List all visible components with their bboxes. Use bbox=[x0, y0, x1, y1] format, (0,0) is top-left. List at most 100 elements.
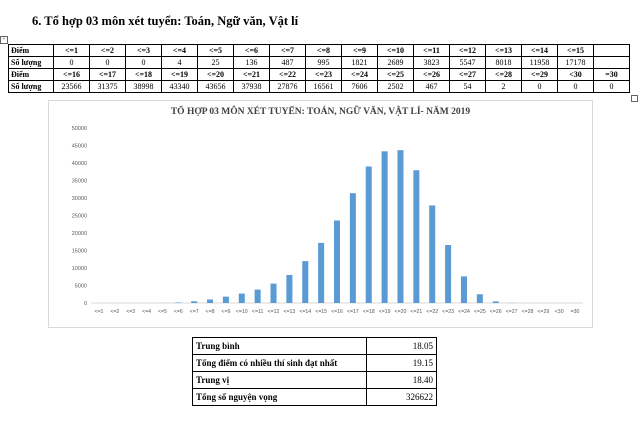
score-bin-cell: <=3 bbox=[125, 44, 162, 57]
x-tick-label: <=19 bbox=[379, 309, 391, 315]
y-tick-label: 50000 bbox=[72, 126, 87, 132]
score-bin-cell: <=5 bbox=[197, 44, 234, 57]
x-tick-label: <=28 bbox=[522, 309, 534, 315]
score-bin-cell: <=22 bbox=[269, 68, 306, 81]
x-tick-label: <=11 bbox=[252, 309, 264, 315]
count-cell: 2 bbox=[485, 80, 522, 93]
x-tick-label: <=25 bbox=[474, 309, 486, 315]
table-row: Trung bình 18.05 bbox=[192, 337, 437, 355]
x-tick-label: <=6 bbox=[174, 309, 183, 315]
score-bin-cell: <=20 bbox=[197, 68, 234, 81]
score-bin-cell: <=16 bbox=[53, 68, 90, 81]
count-cell: 25 bbox=[197, 56, 234, 69]
y-tick-label: 20000 bbox=[72, 231, 87, 237]
count-cell: 1821 bbox=[341, 56, 378, 69]
x-tick-label: =30 bbox=[571, 309, 580, 315]
y-tick-label: 25000 bbox=[72, 214, 87, 220]
bar-25 bbox=[476, 294, 483, 303]
bar-26 bbox=[492, 301, 499, 303]
y-tick-label: 35000 bbox=[72, 179, 87, 185]
count-cell: 11958 bbox=[521, 56, 558, 69]
count-cell: 31375 bbox=[89, 80, 126, 93]
bar-17 bbox=[349, 193, 356, 303]
row-label-so-luong: Số lượng bbox=[8, 80, 54, 93]
bar-13 bbox=[286, 274, 293, 303]
stat-label-mean: Trung bình bbox=[192, 337, 367, 355]
stat-value-total: 326622 bbox=[366, 388, 437, 406]
x-tick-label: <=13 bbox=[283, 309, 295, 315]
x-tick-label: <=1 bbox=[94, 309, 103, 315]
bar-10 bbox=[238, 293, 245, 303]
x-tick-label: <=16 bbox=[331, 309, 343, 315]
y-tick-label: 15000 bbox=[72, 249, 87, 255]
score-bin-cell: <=17 bbox=[89, 68, 126, 81]
count-cell: 7606 bbox=[341, 80, 378, 93]
score-bin-cell: <=4 bbox=[161, 44, 198, 57]
score-bin-cell: <=21 bbox=[233, 68, 270, 81]
count-cell: 2689 bbox=[377, 56, 414, 69]
x-tick-label: <=27 bbox=[506, 309, 518, 315]
count-cell bbox=[593, 56, 630, 69]
stat-label-mode: Tổng điểm có nhiều thí sinh đạt nhất bbox=[192, 354, 367, 372]
table-move-handle-icon[interactable]: + bbox=[0, 36, 8, 44]
stat-label-median: Trung vị bbox=[192, 371, 367, 389]
bar-20 bbox=[397, 150, 404, 303]
table-row: Tổng điểm có nhiều thí sinh đạt nhất 19.… bbox=[192, 354, 437, 372]
stat-label-total: Tổng số nguyện vọng bbox=[192, 388, 367, 406]
bar-24 bbox=[460, 276, 467, 303]
count-cell: 43340 bbox=[161, 80, 198, 93]
row-label-diem: Điểm bbox=[8, 44, 54, 57]
count-cell: 54 bbox=[449, 80, 486, 93]
x-tick-label: <=24 bbox=[458, 309, 470, 315]
bar-15 bbox=[318, 242, 325, 303]
count-cell: 3823 bbox=[413, 56, 450, 69]
row-label-so-luong: Số lượng bbox=[8, 56, 54, 69]
score-header-row: Điểm <=16 <=17 <=18 <=19 <=20 <=21 <=22 <=23 <=24… bbox=[8, 68, 630, 81]
stat-value-median: 18.40 bbox=[366, 371, 437, 389]
score-bin-cell: <=25 bbox=[377, 68, 414, 81]
count-cell: 136 bbox=[233, 56, 270, 69]
y-tick-label: 0 bbox=[84, 301, 87, 307]
bar-22 bbox=[429, 205, 436, 303]
table-resize-handle[interactable] bbox=[631, 95, 638, 102]
score-bin-cell: <30 bbox=[557, 68, 594, 81]
count-cell: 0 bbox=[53, 56, 90, 69]
stat-value-mean: 18.05 bbox=[366, 337, 437, 355]
bar-12 bbox=[270, 283, 277, 303]
x-tick-label: <=8 bbox=[206, 309, 215, 315]
x-tick-label: <=10 bbox=[236, 309, 248, 315]
stat-value-mode: 19.15 bbox=[366, 354, 437, 372]
x-tick-label: <=18 bbox=[363, 309, 375, 315]
score-bin-cell: <=12 bbox=[449, 44, 486, 57]
score-bin-cell: <=27 bbox=[449, 68, 486, 81]
count-cell: 0 bbox=[593, 80, 630, 93]
count-cell: 4 bbox=[161, 56, 198, 69]
y-tick-label: 10000 bbox=[72, 266, 87, 272]
score-histogram-chart: TỔ HỢP 03 MÔN XÉT TUYỂN: TOÁN, NGỮ VĂN, … bbox=[48, 100, 593, 328]
score-bin-cell: <=24 bbox=[341, 68, 378, 81]
x-tick-label: <=20 bbox=[395, 309, 407, 315]
bar-8 bbox=[207, 299, 214, 303]
score-bin-cell: <=9 bbox=[341, 44, 378, 57]
score-bin-cell: <=23 bbox=[305, 68, 342, 81]
count-cell: 0 bbox=[557, 80, 594, 93]
score-bin-cell: <=1 bbox=[53, 44, 90, 57]
bar-19 bbox=[381, 151, 388, 303]
count-cell: 0 bbox=[521, 80, 558, 93]
bar-11 bbox=[254, 289, 261, 303]
count-cell: 467 bbox=[413, 80, 450, 93]
count-cell: 17178 bbox=[557, 56, 594, 69]
section-heading: 6. Tổ hợp 03 môn xét tuyển: Toán, Ngữ vă… bbox=[32, 14, 299, 28]
x-tick-label: <=17 bbox=[347, 309, 359, 315]
score-distribution-table: Điểm <=1 <=2 <=3 <=4 <=5 <=6 <=7 <=8 <=9 <=10 <=11 <… bbox=[8, 44, 630, 93]
count-cell: 16561 bbox=[305, 80, 342, 93]
count-cell: 38998 bbox=[125, 80, 162, 93]
x-tick-label: <=21 bbox=[410, 309, 422, 315]
summary-stats-table: Trung bình 18.05 Tổng điểm có nhiều thí … bbox=[192, 337, 437, 406]
score-bin-cell: <=11 bbox=[413, 44, 450, 57]
count-cell: 0 bbox=[89, 56, 126, 69]
x-tick-label: <=2 bbox=[110, 309, 119, 315]
count-cell: 5547 bbox=[449, 56, 486, 69]
table-row: Trung vị 18.40 bbox=[192, 371, 437, 389]
bar-23 bbox=[445, 245, 452, 303]
